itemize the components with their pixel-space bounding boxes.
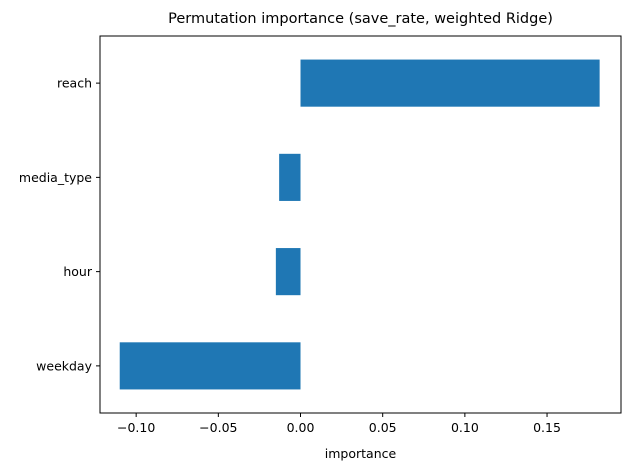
y-tick-label: weekday bbox=[36, 358, 92, 373]
x-tick-label: 0.05 bbox=[369, 420, 397, 435]
x-tick-label: 0.00 bbox=[287, 420, 315, 435]
plot-frame bbox=[99, 35, 622, 414]
chart-title: Permutation importance (save_rate, weigh… bbox=[168, 11, 553, 27]
x-axis-label: importance bbox=[325, 446, 397, 461]
x-axis-ticks: −0.10 −0.05 0.00 0.05 0.10 0.15 bbox=[117, 413, 561, 435]
x-tick-label: 0.10 bbox=[451, 420, 479, 435]
y-tick-label: media_type bbox=[19, 170, 92, 185]
y-tick-label: hour bbox=[63, 264, 92, 279]
x-tick-label: 0.15 bbox=[533, 420, 561, 435]
bars-group bbox=[119, 59, 600, 390]
bar-media-type bbox=[279, 153, 301, 201]
bar-reach bbox=[300, 59, 600, 107]
x-tick-label: −0.05 bbox=[199, 420, 237, 435]
x-tick-label: −0.10 bbox=[117, 420, 155, 435]
y-tick-label: reach bbox=[57, 76, 92, 91]
bar-weekday bbox=[119, 342, 301, 390]
bar-hour bbox=[275, 248, 301, 296]
